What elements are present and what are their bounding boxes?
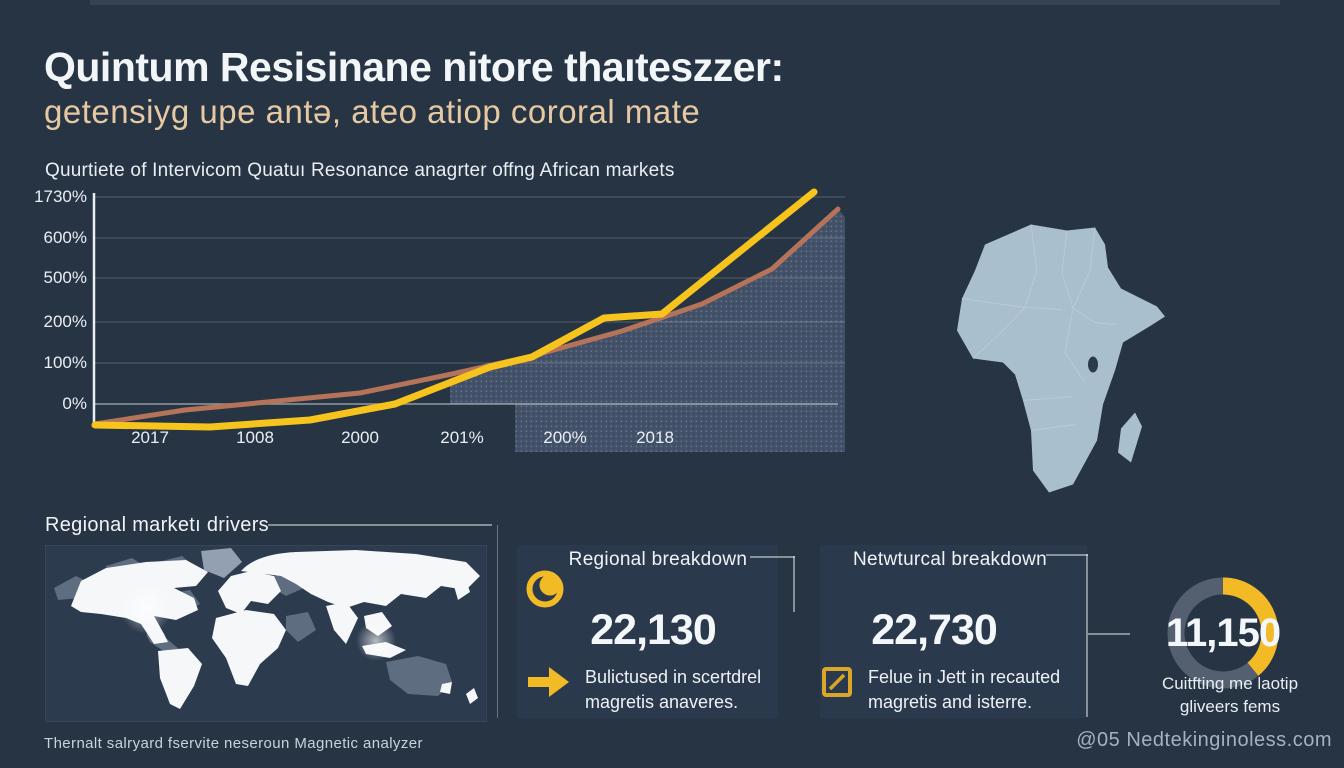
donut-filled-arc [1222, 577, 1279, 676]
map-glow-americas [120, 582, 172, 634]
regional-desc-line2: magretis anaveres. [585, 692, 739, 712]
netwturcal-desc-line2: magretis and isterre. [868, 692, 1033, 712]
africa-silhouette [957, 224, 1165, 493]
svg-text:201%: 201% [440, 428, 483, 447]
svg-text:1730%: 1730% [34, 187, 87, 206]
africa-country-borders [961, 224, 1116, 431]
regional-breakdown-heading: Regional breakdown [568, 549, 748, 570]
section-divider-line [497, 525, 498, 718]
svg-text:600%: 600% [44, 228, 87, 247]
page-title: Quintum Resisinane nitore thaıteszzer: [44, 44, 784, 90]
top-edge-strip [90, 0, 1280, 5]
chart-area-fill [450, 209, 845, 452]
donut-gauge [1167, 577, 1279, 689]
yellow-series-line [91, 188, 818, 431]
regional-breakdown-value: 22,130 [590, 606, 717, 654]
regional-bracket-vertical [793, 556, 795, 612]
chart-gridlines [95, 196, 845, 364]
world-map-panel [45, 545, 487, 722]
netwturcal-breakdown-heading: Netwturcal breakdown [853, 549, 1047, 570]
svg-text:2000: 2000 [341, 428, 379, 447]
madagascar-silhouette [1118, 412, 1142, 463]
chart-title: Quurtiete of Intervicom Quatuı Resonance… [45, 160, 675, 181]
arrow-right-icon [528, 667, 569, 697]
regional-section-heading: Regional marketı drivers [45, 514, 269, 536]
africa-map [957, 224, 1165, 493]
svg-text:200%: 200% [543, 428, 586, 447]
page-subtitle: getensiyg upe antə, ateo atiop cororal m… [44, 93, 701, 130]
svg-text:1008: 1008 [236, 428, 274, 447]
svg-text:0%: 0% [62, 394, 87, 413]
svg-text:100%: 100% [44, 353, 87, 372]
donut-caption: Cuitfting me laotip gliveers fems [1128, 672, 1332, 718]
regional-breakdown-desc: Bulictused in scertdrel magretis anavere… [585, 665, 775, 715]
svg-text:2018: 2018 [636, 428, 674, 447]
x-axis-tick-labels: 2017 1008 2000 201% 200% 2018 [131, 428, 674, 447]
world-map [54, 548, 480, 709]
regional-desc-line1: Bulictused in scertdrel [585, 667, 762, 687]
footer-left-text: Thernalt salryard fservite neseroun Magn… [44, 735, 423, 752]
netwturcal-bracket-vertical [1086, 554, 1088, 717]
lake-victoria [1088, 356, 1098, 373]
regional-bracket-horizontal [750, 556, 795, 558]
crescent-icon [526, 570, 564, 608]
regional-breakdown-card [517, 545, 778, 718]
footer-right-text: @05 Nedtekinginoless.com [1076, 729, 1332, 751]
y-axis-tick-labels: 1730% 600% 500% 200% 100% 0% [34, 187, 87, 413]
donut-caption-line1: Cuitfting me laotip [1161, 674, 1299, 693]
map-glow-asia [356, 621, 396, 661]
donut-caption-line2: gliveers fems [1179, 697, 1281, 716]
svg-text:500%: 500% [44, 268, 87, 287]
netwturcal-breakdown-value: 22,730 [871, 606, 998, 654]
netwturcal-bracket-horizontal [1046, 554, 1088, 556]
world-landmasses-white [71, 548, 480, 709]
netwturcal-breakdown-card [820, 545, 1087, 718]
netwturcal-breakdown-desc: Felue in Jett in recauted magretis and i… [868, 665, 1078, 715]
svg-text:2017: 2017 [131, 428, 169, 447]
svg-text:200%: 200% [44, 312, 87, 331]
donut-value: 11,150 [1165, 611, 1281, 655]
donut-connector-line [1088, 633, 1130, 635]
edit-square-icon [822, 667, 852, 697]
netwturcal-desc-line1: Felue in Jett in recauted [868, 667, 1061, 687]
regional-heading-rule [268, 524, 492, 526]
